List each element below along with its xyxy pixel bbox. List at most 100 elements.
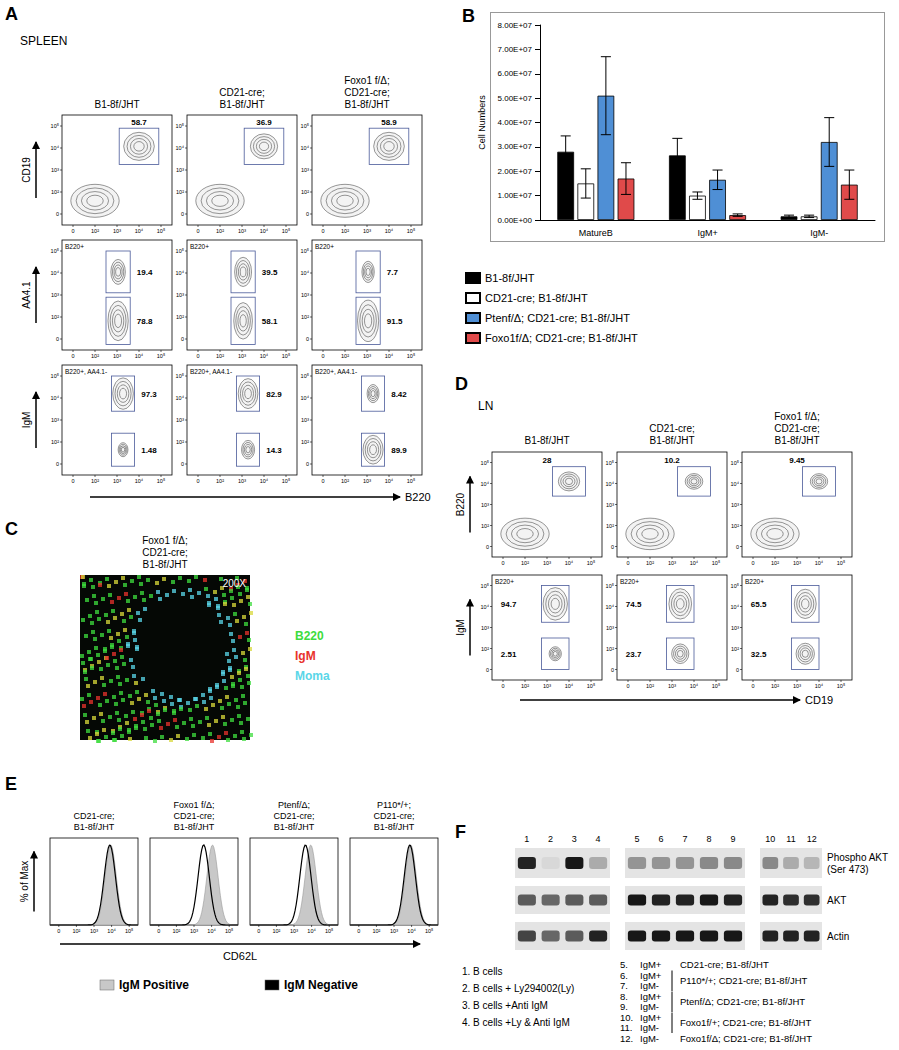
svg-text:Foxo1f/Δ; CD21-cre; B1-8f/JHT: Foxo1f/Δ; CD21-cre; B1-8f/JHT xyxy=(680,1033,812,1044)
svg-text:10⁴: 10⁴ xyxy=(135,228,144,234)
svg-text:10⁵: 10⁵ xyxy=(325,928,333,934)
svg-text:10²: 10² xyxy=(301,439,309,445)
svg-text:AA4.1: AA4.1 xyxy=(21,281,32,309)
svg-text:6.00E+07: 6.00E+07 xyxy=(498,69,533,78)
svg-text:12: 12 xyxy=(807,834,817,844)
svg-text:IgM Positive: IgM Positive xyxy=(119,978,189,992)
svg-text:10²: 10² xyxy=(216,478,224,484)
svg-text:10⁵: 10⁵ xyxy=(606,583,614,589)
svg-text:B1-8f/JHT: B1-8f/JHT xyxy=(74,822,115,832)
svg-text:10³: 10³ xyxy=(51,292,59,298)
svg-text:B1-8f/JHT: B1-8f/JHT xyxy=(142,559,187,570)
svg-text:CD21-cre;: CD21-cre; xyxy=(273,811,314,821)
svg-text:10⁵: 10⁵ xyxy=(301,373,309,379)
svg-text:10⁴: 10⁴ xyxy=(731,604,740,610)
svg-text:A: A xyxy=(5,4,18,24)
svg-text:78.8: 78.8 xyxy=(137,317,153,326)
svg-text:32.5: 32.5 xyxy=(751,650,767,659)
svg-text:10⁴: 10⁴ xyxy=(385,478,394,484)
svg-text:IgM-: IgM- xyxy=(810,228,828,238)
svg-text:0: 0 xyxy=(736,544,739,550)
svg-text:B220+, AA4.1-: B220+, AA4.1- xyxy=(315,368,357,375)
svg-text:B1-8f/JHT: B1-8f/JHT xyxy=(524,435,569,446)
svg-text:10²: 10² xyxy=(606,646,614,652)
svg-text:10³: 10³ xyxy=(363,478,371,484)
svg-text:0: 0 xyxy=(71,228,74,234)
svg-text:Foxo1 f/Δ;: Foxo1 f/Δ; xyxy=(344,75,390,86)
svg-text:10⁵: 10⁵ xyxy=(51,123,59,129)
svg-text:10⁴: 10⁴ xyxy=(815,560,824,566)
svg-text:B220+: B220+ xyxy=(65,243,84,250)
svg-text:8.00E+07: 8.00E+07 xyxy=(498,21,533,30)
svg-text:0: 0 xyxy=(486,544,489,550)
svg-text:7: 7 xyxy=(682,834,687,844)
svg-text:10³: 10³ xyxy=(176,167,184,173)
svg-text:0: 0 xyxy=(257,928,260,934)
svg-text:10⁴: 10⁴ xyxy=(606,604,615,610)
svg-text:10: 10 xyxy=(765,834,775,844)
svg-text:10⁵: 10⁵ xyxy=(407,228,415,234)
svg-text:10³: 10³ xyxy=(668,683,676,689)
svg-text:10⁵: 10⁵ xyxy=(407,353,415,359)
svg-text:B1-8f/JHT: B1-8f/JHT xyxy=(219,99,264,110)
svg-text:10²: 10² xyxy=(176,189,184,195)
svg-text:10²: 10² xyxy=(51,314,59,320)
svg-text:10⁵: 10⁵ xyxy=(731,460,739,466)
svg-text:10⁴: 10⁴ xyxy=(176,395,185,401)
svg-text:10⁴: 10⁴ xyxy=(135,478,144,484)
svg-text:10²: 10² xyxy=(521,683,529,689)
svg-text:7.7: 7.7 xyxy=(387,268,399,277)
svg-text:CD21-cre;: CD21-cre; xyxy=(774,423,820,434)
svg-text:58.9: 58.9 xyxy=(381,118,397,127)
svg-text:74.5: 74.5 xyxy=(626,600,642,609)
svg-text:89.9: 89.9 xyxy=(391,446,407,455)
svg-text:10³: 10³ xyxy=(90,928,98,934)
svg-text:91.5: 91.5 xyxy=(387,317,403,326)
svg-text:0: 0 xyxy=(626,560,629,566)
svg-text:CD21-cre;: CD21-cre; xyxy=(344,87,390,98)
svg-text:0: 0 xyxy=(736,667,739,673)
svg-text:0: 0 xyxy=(751,683,754,689)
svg-text:10⁴: 10⁴ xyxy=(260,228,269,234)
svg-text:10²: 10² xyxy=(341,228,349,234)
svg-text:19.4: 19.4 xyxy=(137,268,153,277)
svg-text:CD21-cre;: CD21-cre; xyxy=(142,547,188,558)
svg-text:B: B xyxy=(462,6,475,26)
svg-text:10³: 10³ xyxy=(390,928,398,934)
svg-text:IgM: IgM xyxy=(455,619,466,636)
svg-text:10²: 10² xyxy=(771,560,779,566)
svg-text:B1-8f/JHT: B1-8f/JHT xyxy=(94,99,139,110)
svg-text:AKT: AKT xyxy=(827,895,846,906)
svg-text:B220: B220 xyxy=(455,492,466,516)
svg-text:0: 0 xyxy=(626,683,629,689)
svg-text:0: 0 xyxy=(321,478,324,484)
svg-text:CD21-cre;: CD21-cre; xyxy=(649,423,695,434)
svg-text:0: 0 xyxy=(181,461,184,467)
svg-text:10⁵: 10⁵ xyxy=(51,248,59,254)
svg-text:10²: 10² xyxy=(341,478,349,484)
svg-text:10⁵: 10⁵ xyxy=(837,560,845,566)
svg-text:10⁴: 10⁴ xyxy=(176,145,185,151)
svg-text:Foxo1f/Δ; CD21-cre; B1-8f/JHT: Foxo1f/Δ; CD21-cre; B1-8f/JHT xyxy=(485,332,638,344)
svg-text:IgM+: IgM+ xyxy=(640,1012,662,1023)
svg-text:10²: 10² xyxy=(176,439,184,445)
svg-text:10⁵: 10⁵ xyxy=(225,928,233,934)
svg-text:10⁵: 10⁵ xyxy=(301,123,309,129)
svg-text:B1-8f/JHT: B1-8f/JHT xyxy=(649,435,694,446)
svg-text:10³: 10³ xyxy=(238,353,246,359)
svg-text:6: 6 xyxy=(658,834,663,844)
svg-text:10⁵: 10⁵ xyxy=(125,928,133,934)
svg-text:1: 1 xyxy=(524,834,529,844)
svg-text:B220+: B220+ xyxy=(495,578,514,585)
svg-text:10³: 10³ xyxy=(238,478,246,484)
svg-text:10⁴: 10⁴ xyxy=(135,353,144,359)
svg-text:10³: 10³ xyxy=(793,683,801,689)
svg-text:10²: 10² xyxy=(521,560,529,566)
svg-text:23.7: 23.7 xyxy=(626,650,642,659)
svg-text:1.00E+07: 1.00E+07 xyxy=(498,191,533,200)
svg-text:CD21-cre; B1-8f/JHT: CD21-cre; B1-8f/JHT xyxy=(485,292,588,304)
svg-text:0: 0 xyxy=(501,560,504,566)
svg-text:10⁵: 10⁵ xyxy=(282,228,290,234)
svg-text:7.: 7. xyxy=(620,980,628,991)
svg-text:Moma: Moma xyxy=(295,669,330,683)
